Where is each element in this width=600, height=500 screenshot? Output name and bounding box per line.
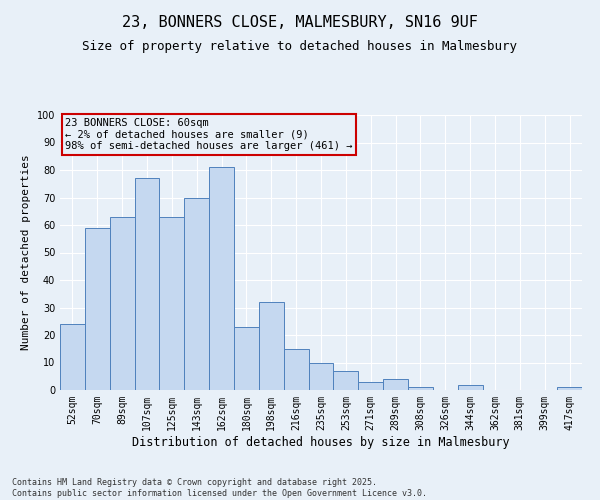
Text: 23, BONNERS CLOSE, MALMESBURY, SN16 9UF: 23, BONNERS CLOSE, MALMESBURY, SN16 9UF (122, 15, 478, 30)
Bar (110, 217, 134, 390)
Bar (234, 327, 259, 390)
Text: Size of property relative to detached houses in Malmesbury: Size of property relative to detached ho… (83, 40, 517, 53)
Bar (308, 362, 334, 390)
Bar (458, 384, 482, 390)
Text: 23 BONNERS CLOSE: 60sqm
← 2% of detached houses are smaller (9)
98% of semi-deta: 23 BONNERS CLOSE: 60sqm ← 2% of detached… (65, 118, 353, 151)
Bar (334, 371, 358, 390)
Bar (358, 382, 383, 390)
Bar (209, 167, 234, 390)
Bar (259, 302, 284, 390)
Bar (184, 198, 209, 390)
Bar (284, 349, 308, 390)
Y-axis label: Number of detached properties: Number of detached properties (21, 154, 31, 350)
Bar (557, 387, 582, 390)
Text: Contains HM Land Registry data © Crown copyright and database right 2025.
Contai: Contains HM Land Registry data © Crown c… (12, 478, 427, 498)
Bar (160, 217, 184, 390)
Bar (85, 228, 110, 390)
Bar (408, 387, 433, 390)
Bar (134, 178, 160, 390)
X-axis label: Distribution of detached houses by size in Malmesbury: Distribution of detached houses by size … (132, 436, 510, 448)
Bar (383, 379, 408, 390)
Bar (60, 324, 85, 390)
